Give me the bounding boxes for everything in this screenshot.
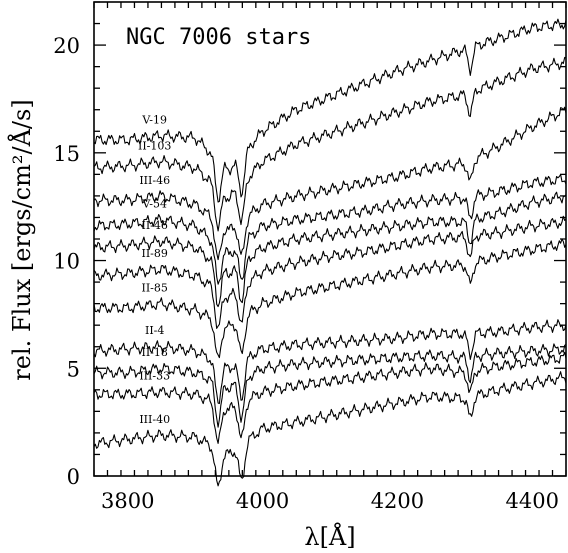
spectrum-line (93, 371, 567, 487)
star-label: II-4 (145, 324, 164, 337)
star-label: II-103 (138, 139, 171, 152)
y-tick-label: 20 (53, 34, 80, 58)
y-axis-label: rel. Flux [ergs/cm²/Å/s] (7, 99, 36, 380)
spectrum-line (93, 343, 567, 428)
star-label: II-89 (141, 247, 167, 260)
star-label: III-40 (139, 413, 170, 426)
axis-ticks (93, 1, 567, 477)
star-label: III-46 (139, 174, 170, 187)
x-tick-label: 4000 (236, 489, 289, 513)
spectrum-line (93, 191, 567, 308)
x-axis-label: λ[Å] (304, 522, 355, 551)
axis-tick-labels: 3800 4000 4200 4400 0 5 10 15 20 (53, 34, 559, 513)
star-label: II-85 (141, 282, 167, 295)
y-tick-label: 10 (53, 250, 80, 274)
spectrum-line (93, 319, 567, 405)
y-tick-label: 15 (53, 142, 80, 166)
spectrum-line (93, 56, 567, 232)
spectrum-line (93, 18, 567, 203)
spectrum-line (93, 173, 567, 285)
spectrum-line (93, 106, 567, 261)
spectrum-line (93, 351, 567, 444)
y-tick-label: 5 (67, 357, 80, 381)
star-label: V-19 (141, 114, 167, 127)
star-label-group: V-19 II-103 III-46 V-54 II-46 II-89 II-85 II-4 I… (138, 114, 171, 427)
y-tick-label: 0 (67, 465, 80, 489)
star-label: V-54 (141, 198, 167, 211)
spectrum-line (93, 238, 567, 359)
spectrum-line (93, 215, 567, 329)
x-tick-label: 4200 (371, 489, 424, 513)
star-label: III-33 (139, 370, 170, 383)
x-tick-label: 4400 (506, 489, 559, 513)
x-tick-label: 3800 (101, 489, 154, 513)
star-label: II-46 (141, 219, 167, 232)
star-label: II-18 (141, 346, 167, 359)
chart-title: NGC 7006 stars (126, 25, 311, 50)
spectra-series-group (93, 18, 567, 487)
